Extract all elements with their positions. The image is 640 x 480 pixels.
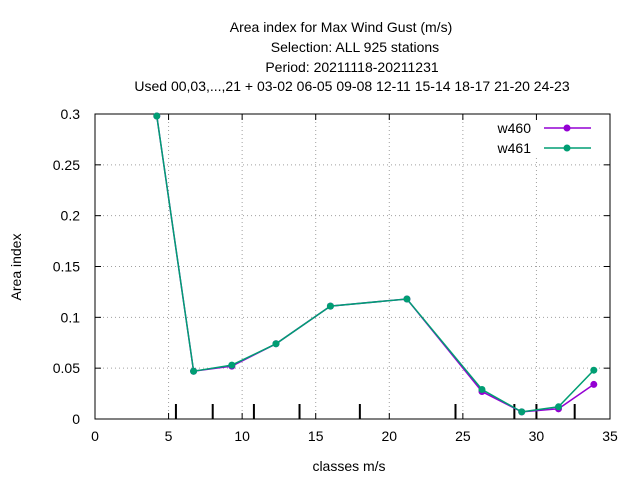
title-line-1: Area index for Max Wind Gust (m/s) <box>230 19 453 35</box>
series-line-w460 <box>156 115 595 413</box>
title-line-3: Period: 20211118-20211231 <box>265 59 439 75</box>
data-point-w461 <box>590 366 598 374</box>
legend-label-w461: w461 <box>497 140 532 156</box>
data-point-w461 <box>153 112 161 120</box>
data-point-w461 <box>555 403 562 411</box>
legend-marker-w460 <box>563 124 571 132</box>
legend-label-w460: w460 <box>497 120 532 136</box>
x-tick-label: 35 <box>602 428 618 444</box>
axes: 0 5 10 15 20 25 30 35 0 0.05 0.1 0.15 0.2 0.25 0.3 <box>53 106 618 444</box>
x-tick-label: 25 <box>455 428 471 444</box>
series <box>153 112 598 416</box>
x-tick-label: 30 <box>529 428 545 444</box>
title-line-4: Used 00,03,...,21 + 03-02 06-05 09-08 12… <box>134 78 569 94</box>
y-tick-label: 0.1 <box>61 309 81 325</box>
y-tick-label: 0.15 <box>53 259 80 275</box>
data-point-w461 <box>518 408 526 416</box>
legend: w460 w461 <box>497 120 591 156</box>
y-tick-label: 0.25 <box>53 157 80 173</box>
y-axis-label: Area index <box>8 234 24 301</box>
data-point-w461 <box>403 295 411 303</box>
data-point-w461 <box>228 361 236 369</box>
x-axis-label: classes m/s <box>312 458 385 474</box>
data-point-w461 <box>272 340 280 348</box>
y-tick-label: 0.3 <box>61 106 81 122</box>
x-tick-label: 5 <box>165 428 173 444</box>
data-point-w461 <box>478 386 486 394</box>
data-point-w460 <box>590 380 598 388</box>
x-tick-label: 10 <box>234 428 250 444</box>
chart-title: Area index for Max Wind Gust (m/s) Selec… <box>134 19 569 94</box>
y-tick-label: 0 <box>72 411 80 427</box>
data-point-w461 <box>326 302 334 310</box>
x-tick-label: 20 <box>381 428 397 444</box>
series-line-w461 <box>156 115 595 413</box>
plot-frame <box>94 113 611 420</box>
data-point-w461 <box>190 367 198 375</box>
grid <box>95 114 610 419</box>
y-tick-label: 0.05 <box>53 360 80 376</box>
x-tick-label: 15 <box>308 428 324 444</box>
x-tick-label: 0 <box>91 428 99 444</box>
class-boundary-markers <box>174 404 576 419</box>
title-line-2: Selection: ALL 925 stations <box>271 39 439 55</box>
y-tick-label: 0.2 <box>61 208 81 224</box>
legend-marker-w461 <box>563 144 571 152</box>
